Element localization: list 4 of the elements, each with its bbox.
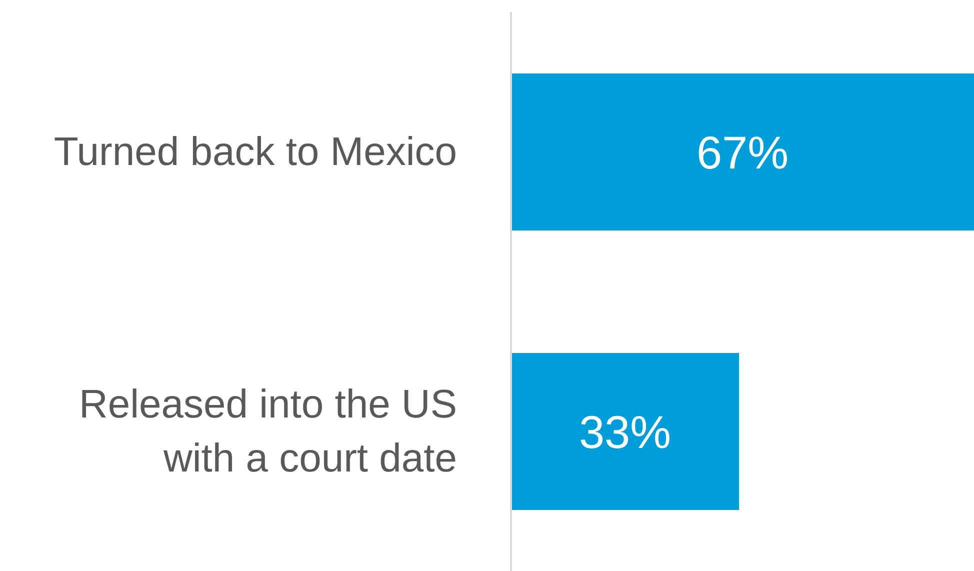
- data-label: 67%: [696, 126, 789, 178]
- y-tick-label: Turned back to Mexico: [54, 130, 457, 174]
- data-label: 33%: [578, 406, 672, 458]
- y-tick-label: Released into the US with a court date: [78, 382, 457, 480]
